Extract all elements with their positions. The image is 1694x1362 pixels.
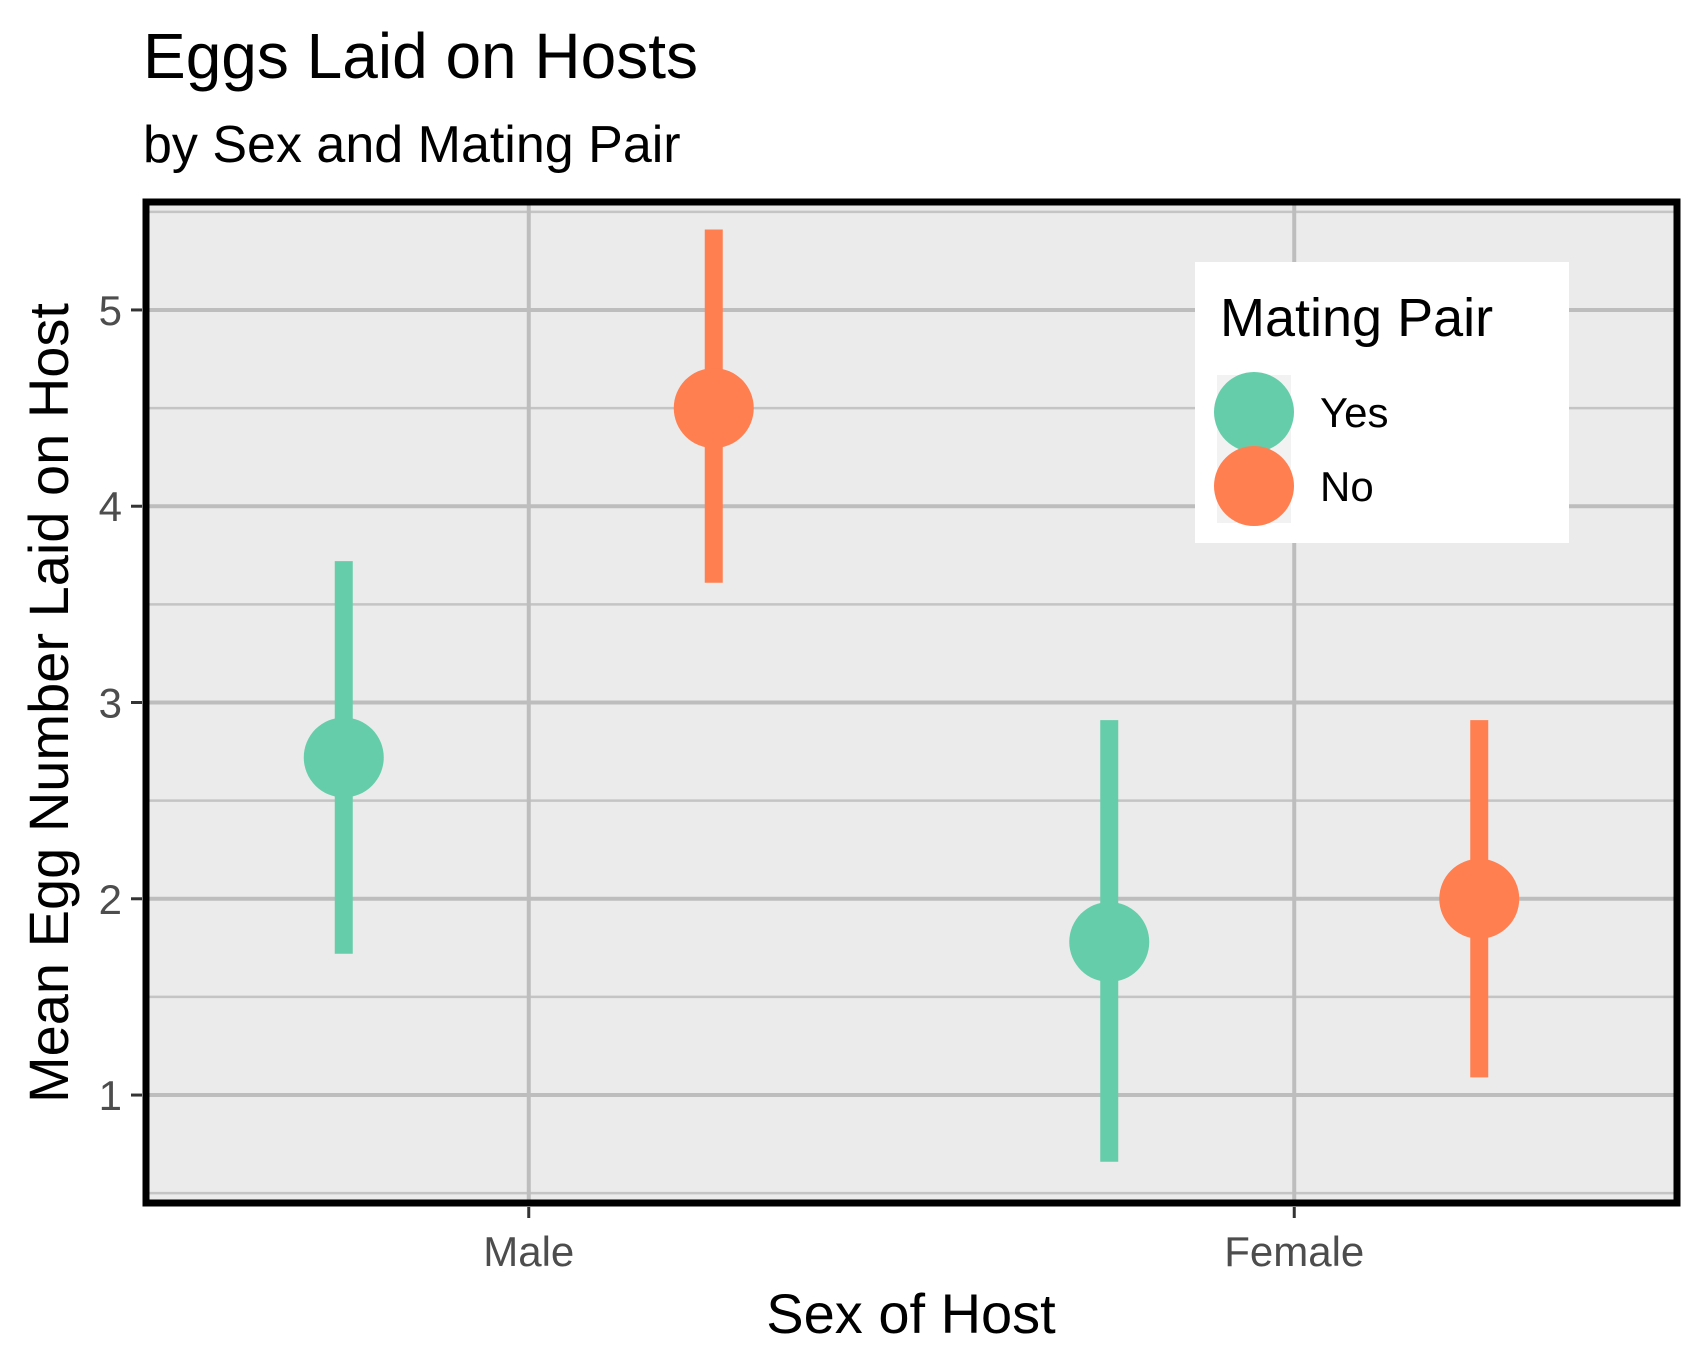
plot-panel: Mating Pair Yes No [142, 198, 1681, 1207]
y-tick-label: 3 [99, 680, 122, 727]
x-axis: Male Female [483, 1207, 1364, 1275]
data-point [1439, 858, 1520, 939]
y-tick-label: 1 [99, 1072, 122, 1119]
legend: Mating Pair Yes No [1195, 262, 1569, 543]
data-point [303, 717, 384, 798]
chart-title: Eggs Laid on Hosts [143, 20, 698, 92]
points [303, 368, 1520, 982]
data-point [673, 368, 754, 449]
y-tick-label: 2 [99, 876, 122, 923]
y-tick-label: 4 [99, 483, 122, 530]
y-tick-label: 5 [99, 287, 122, 334]
y-axis: 1 2 3 4 5 [99, 287, 142, 1119]
legend-label: No [1320, 463, 1374, 510]
x-tick-label: Male [483, 1228, 574, 1275]
data-point [1069, 901, 1150, 982]
legend-key-circle [1214, 446, 1294, 526]
plot-border [142, 198, 1681, 1207]
chart-subtitle: by Sex and Mating Pair [143, 116, 681, 174]
y-axis-title: Mean Egg Number Laid on Host [17, 303, 80, 1103]
legend-title: Mating Pair [1220, 288, 1493, 348]
legend-label: Yes [1320, 389, 1389, 436]
legend-key-circle [1214, 372, 1294, 452]
x-tick-label: Female [1224, 1228, 1364, 1275]
x-axis-title: Sex of Host [766, 1282, 1056, 1345]
